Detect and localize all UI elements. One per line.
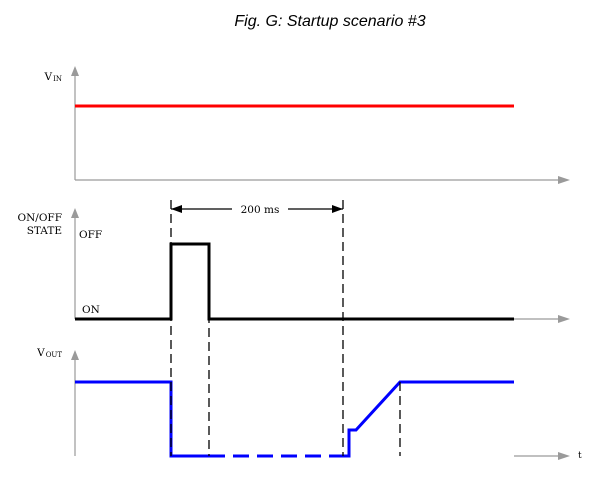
vout-x-arrow (558, 452, 570, 460)
vin-axis-label: VIN (44, 71, 62, 83)
state-trace (75, 242, 514, 321)
vin-panel: VIN (44, 66, 570, 184)
state-off-label: OFF (79, 229, 102, 241)
vin-y-arrow (71, 66, 79, 76)
vout-label-main: V (36, 347, 45, 359)
state-axis-label-line1: ON/OFF (17, 212, 62, 224)
vout-label-sub: OUT (46, 351, 63, 359)
vin-label-main: V (44, 71, 53, 83)
vin-label-sub: IN (53, 75, 62, 83)
dimension-arrow-left (171, 205, 182, 213)
delay-dimension: 200 ms (171, 204, 343, 216)
time-axis-label: t (578, 451, 582, 461)
vout-y-arrow (71, 350, 79, 360)
figure-caption: Fig. G: Startup scenario #3 (234, 13, 425, 30)
state-x-arrow (558, 315, 570, 323)
state-axis-label-line2: STATE (27, 225, 62, 237)
vout-trace-restart-ramp (343, 380, 514, 458)
state-panel: ON/OFF STATE OFF ON (17, 208, 570, 323)
vout-panel: VOUT t (36, 347, 582, 461)
state-y-arrow (71, 208, 79, 218)
vout-trace-discharge (75, 380, 209, 458)
dimension-arrow-right (332, 205, 343, 213)
dimension-label: 200 ms (241, 204, 280, 216)
vin-x-arrow (558, 176, 570, 184)
state-on-label: ON (82, 304, 100, 316)
vout-axis-label: VOUT (36, 347, 62, 359)
time-markers (170, 200, 401, 456)
